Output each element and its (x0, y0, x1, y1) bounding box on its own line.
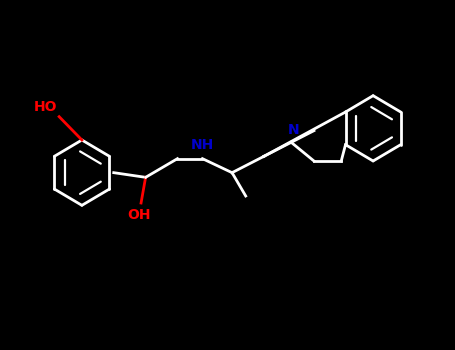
Text: HO: HO (33, 100, 57, 114)
Text: N: N (288, 123, 299, 137)
Text: NH: NH (191, 138, 214, 152)
Text: OH: OH (127, 208, 151, 222)
